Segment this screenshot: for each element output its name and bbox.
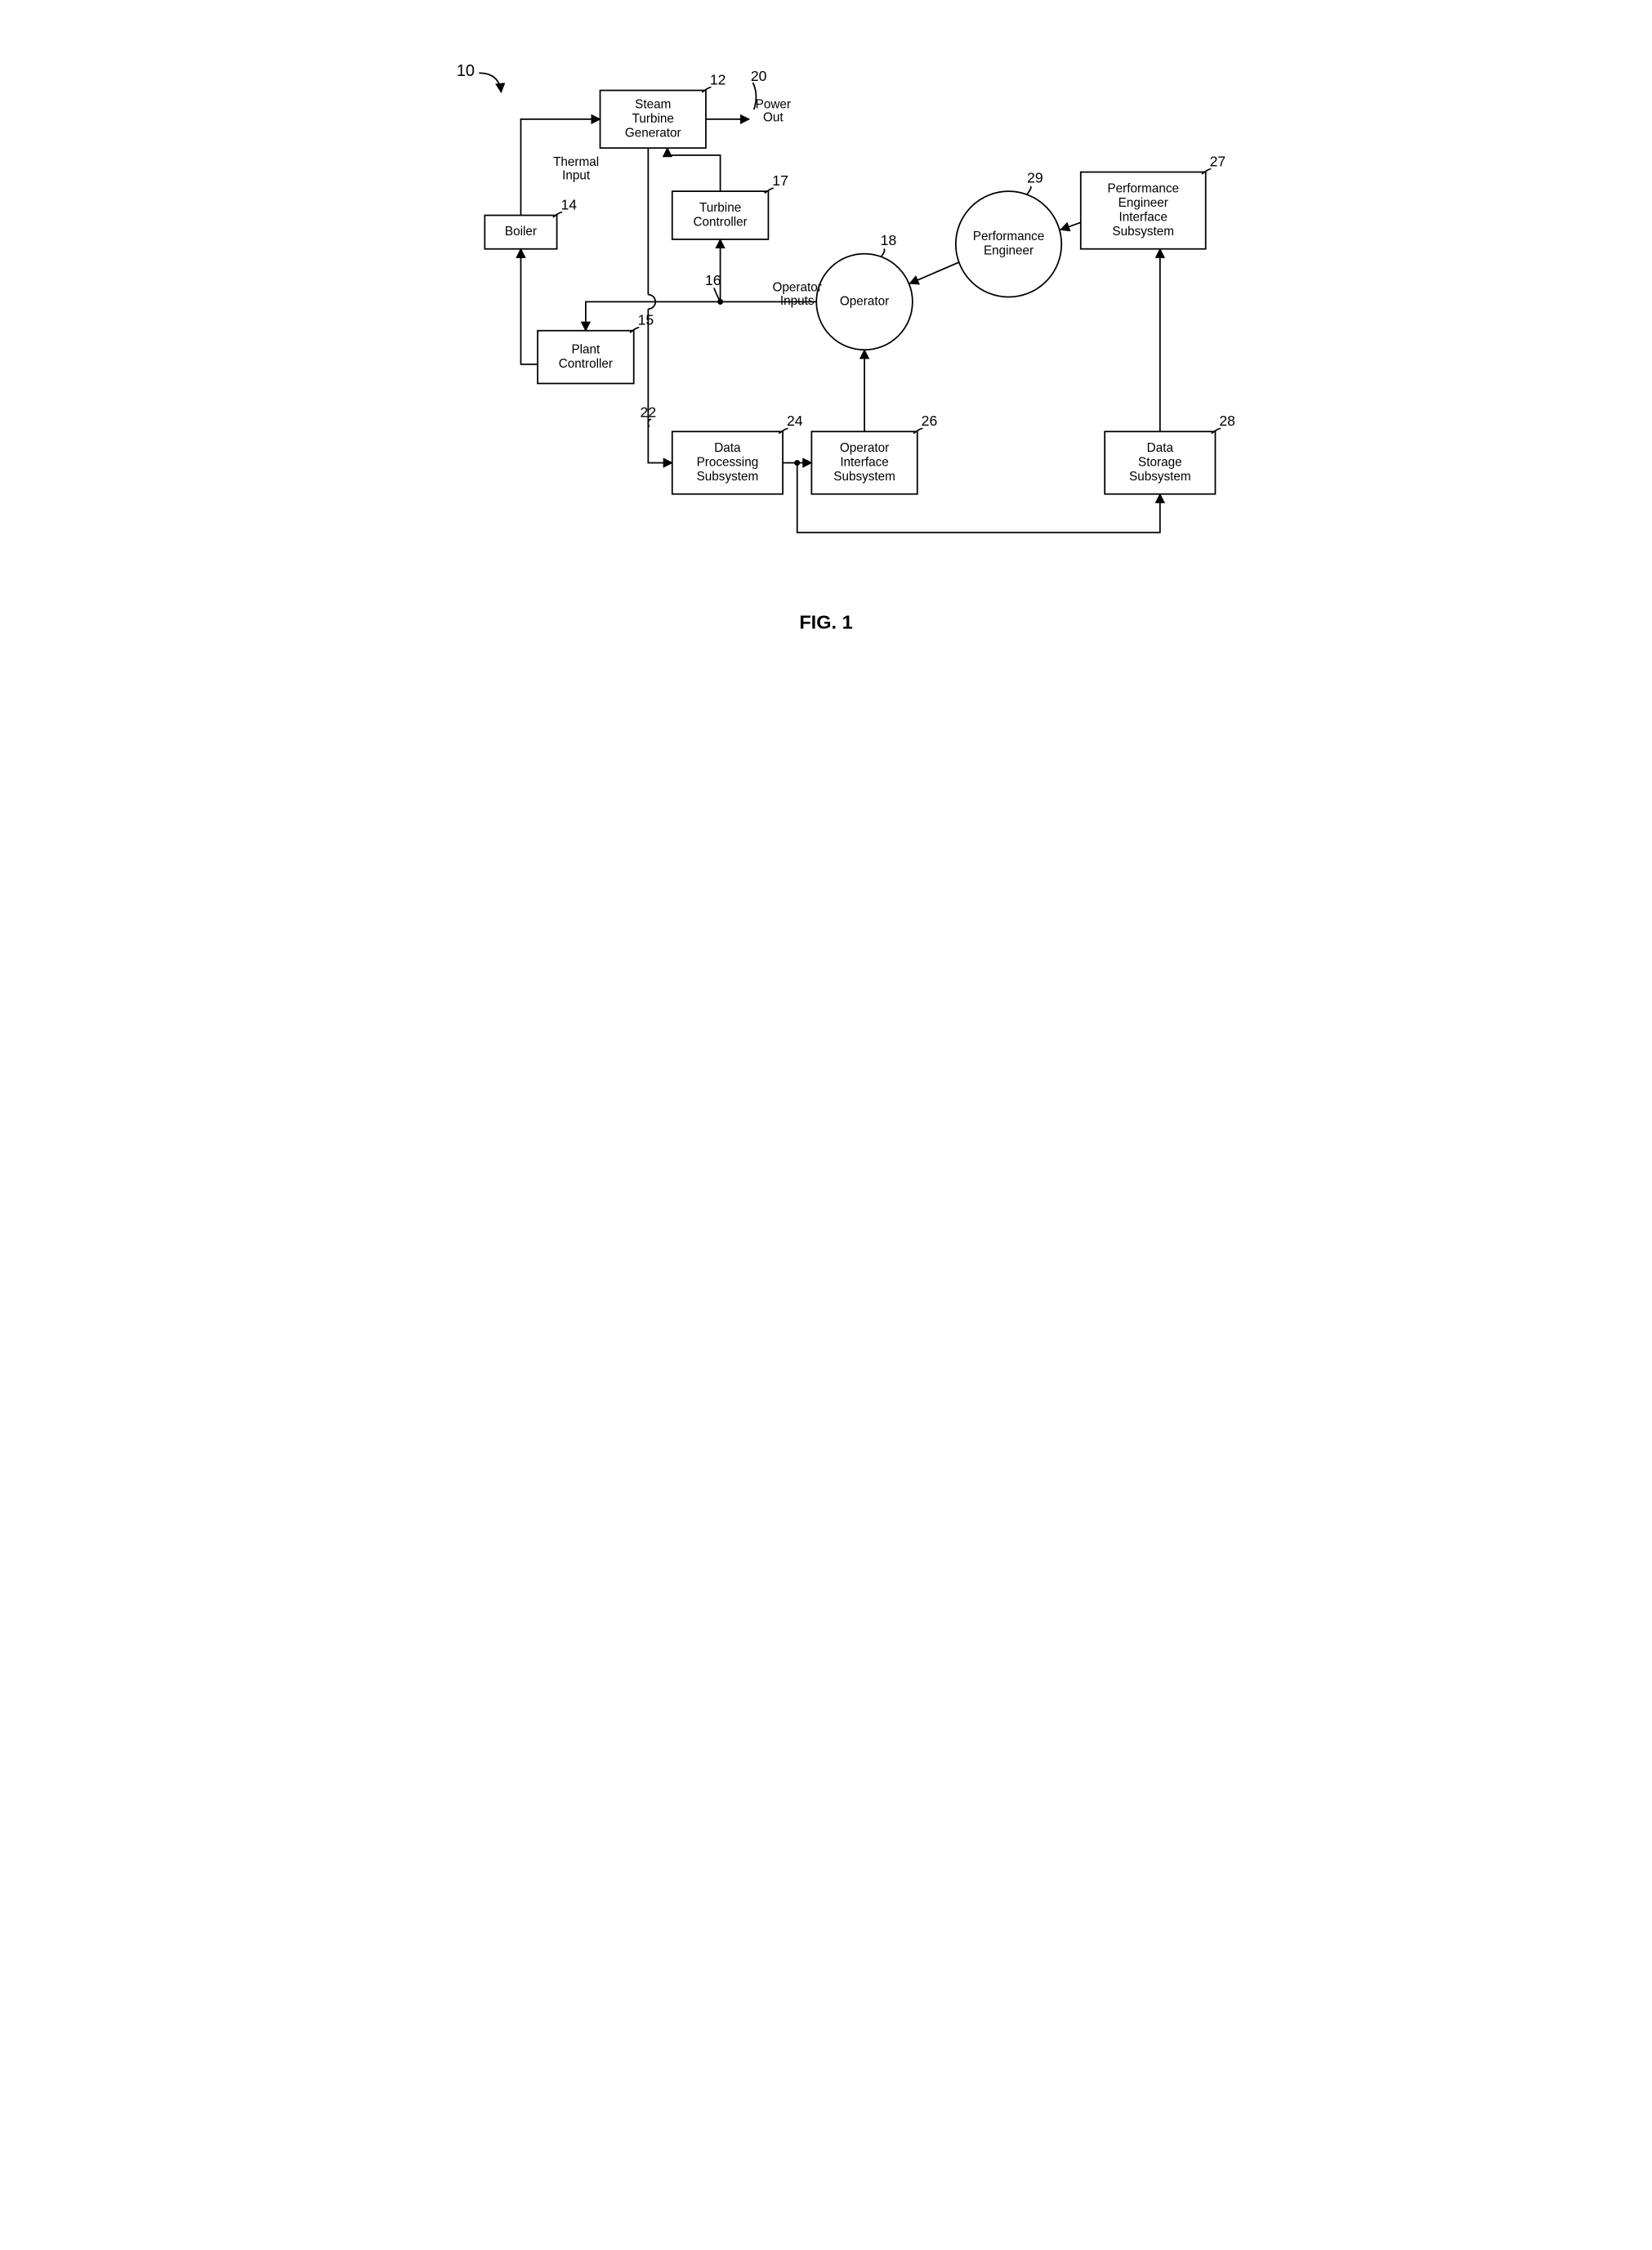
svg-text:Power: Power <box>756 97 791 111</box>
ref-26: 26 <box>922 413 938 429</box>
edge-perfeng-to-operator <box>909 262 958 283</box>
ref-27: 27 <box>1210 154 1226 170</box>
node-perf_eng: PerformanceEngineer 29 <box>956 170 1061 297</box>
edge-turbine-to-stg <box>667 148 721 191</box>
svg-text:20: 20 <box>751 68 767 84</box>
node-peis: PerformanceEngineerInterfaceSubsystem 27 <box>1081 154 1226 249</box>
node-turbine_ctrl-label: Controller <box>693 215 747 229</box>
flowchart-svg: Boiler14SteamTurbineGenerator12PlantCont… <box>417 33 1235 658</box>
node-operator: Operator 18 <box>816 232 913 350</box>
node-turbine_ctrl-label: Turbine <box>699 201 741 215</box>
node-stg: SteamTurbineGenerator 12 <box>601 72 726 149</box>
node-stg-label: Steam <box>635 97 671 111</box>
figure-1-diagram: Boiler14SteamTurbineGenerator12PlantCont… <box>33 33 1619 658</box>
node-ois-label: Interface <box>840 455 888 469</box>
node-peis-label: Interface <box>1118 210 1167 224</box>
figure-caption: FIG. 1 <box>799 611 852 632</box>
node-peis-label: Subsystem <box>1112 225 1174 239</box>
ref-15: 15 <box>638 312 654 328</box>
node-dps: DataProcessingSubsystem 24 <box>672 413 803 494</box>
node-perf_eng-label: Engineer <box>984 244 1034 258</box>
node-peis-label: Engineer <box>1118 196 1168 210</box>
edge-plant-to-boiler <box>520 249 538 364</box>
edge-stg-to-dps-b <box>648 309 672 462</box>
node-dss-label: Data <box>1147 441 1174 455</box>
svg-text:Operator: Operator <box>773 280 822 294</box>
ref-29: 29 <box>1027 170 1043 186</box>
svg-text:Inputs: Inputs <box>780 294 815 308</box>
node-peis-label: Performance <box>1107 181 1178 195</box>
node-boiler-label: Boiler <box>505 225 537 239</box>
node-boiler: Boiler 14 <box>484 196 577 248</box>
ref-12: 12 <box>710 72 726 88</box>
svg-text:16: 16 <box>705 272 721 288</box>
ref-24: 24 <box>787 413 803 429</box>
node-dss-label: Subsystem <box>1129 470 1191 484</box>
ref-18: 18 <box>881 232 897 248</box>
ref-17: 17 <box>772 172 788 189</box>
svg-text:Input: Input <box>562 168 591 182</box>
node-dps-label: Subsystem <box>697 470 759 484</box>
node-dps-label: Processing <box>697 455 759 469</box>
svg-text:22: 22 <box>641 404 657 421</box>
node-dss: DataStorageSubsystem 28 <box>1105 413 1235 494</box>
ref-14: 14 <box>560 196 577 212</box>
node-ois-label: Operator <box>840 441 889 455</box>
node-dss-label: Storage <box>1138 455 1182 469</box>
ref-28: 28 <box>1219 413 1235 429</box>
node-ois: OperatorInterfaceSubsystem 26 <box>811 413 937 494</box>
node-plant_ctrl-label: Controller <box>559 357 613 371</box>
node-plant_ctrl: PlantController 15 <box>538 312 654 384</box>
svg-text:10: 10 <box>457 62 475 80</box>
node-operator-label: Operator <box>840 294 889 308</box>
svg-text:Thermal: Thermal <box>553 155 599 169</box>
svg-text:Out: Out <box>763 111 784 125</box>
node-turbine_ctrl: TurbineController 17 <box>672 172 788 239</box>
node-dps-label: Data <box>714 441 741 455</box>
edge-peis-to-perfeng <box>1060 222 1081 230</box>
node-stg-label: Turbine <box>632 112 674 126</box>
node-perf_eng-label: Performance <box>973 230 1044 243</box>
node-stg-label: Generator <box>625 127 681 141</box>
node-plant_ctrl-label: Plant <box>571 342 601 356</box>
node-ois-label: Subsystem <box>833 470 895 484</box>
